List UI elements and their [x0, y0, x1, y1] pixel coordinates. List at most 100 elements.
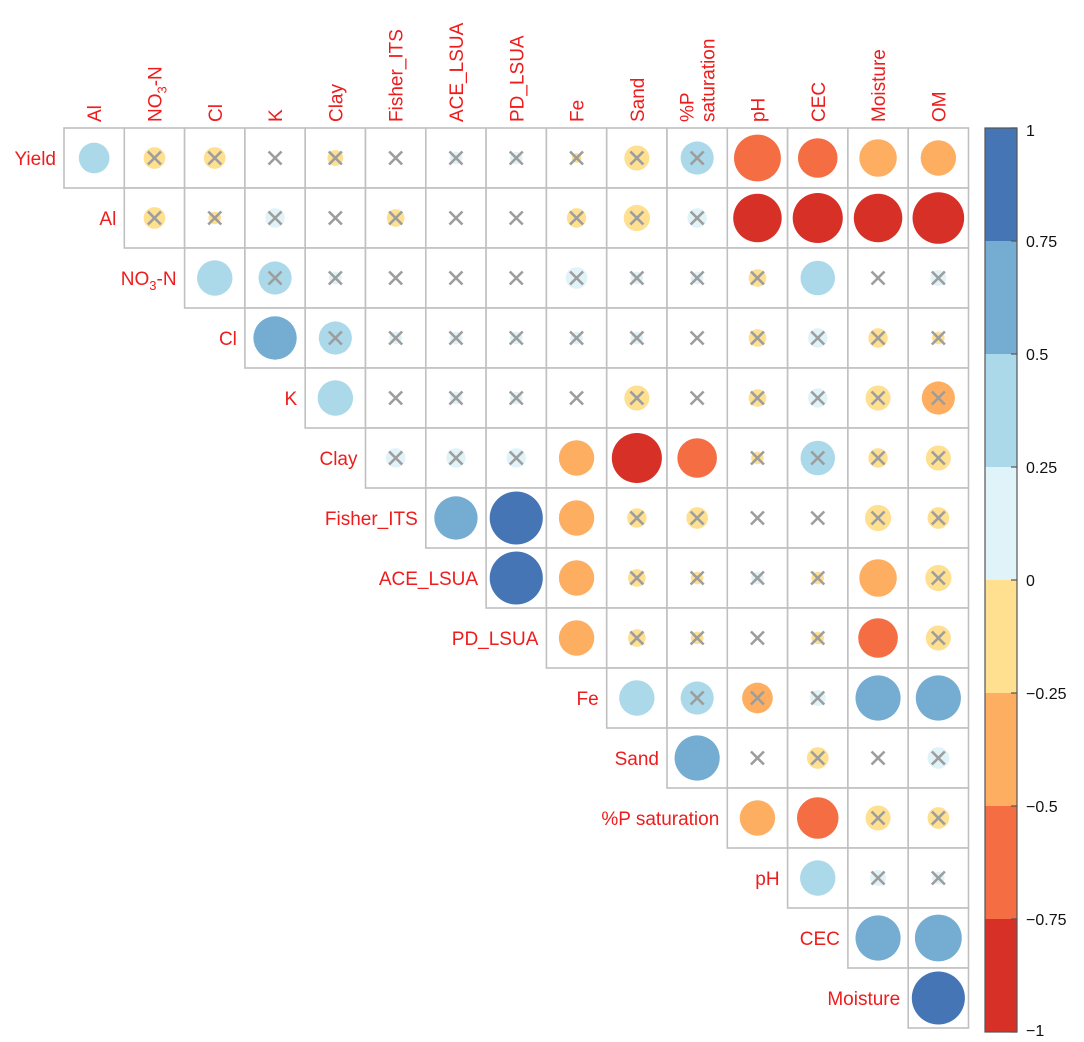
cell-pd-lsua-fe	[545, 607, 608, 669]
cell-no-n-cec	[786, 247, 849, 309]
insignificant-cross-icon	[930, 750, 946, 766]
cell-moisture-om	[907, 967, 970, 1029]
cell-no-n-pd-lsua	[485, 247, 548, 309]
cell-fisher-its-ph	[726, 487, 789, 549]
insignificant-cross-icon	[448, 330, 464, 346]
insignificant-cross-icon	[508, 270, 524, 286]
cell-ph-om	[907, 847, 970, 909]
cell-yield-al	[63, 127, 126, 189]
cell-k-cec	[786, 367, 849, 429]
column-label-cec: CEC	[809, 82, 830, 122]
column-label-sand: Sand	[628, 78, 649, 122]
insignificant-cross-icon	[327, 270, 343, 286]
cell-border	[183, 187, 246, 249]
column-label-pct-p-saturation-line-2: saturation	[699, 39, 720, 122]
cells-layer	[63, 127, 970, 1029]
cell-k-sand	[605, 367, 668, 429]
insignificant-cross-icon	[689, 630, 705, 646]
correlation-circle	[78, 142, 110, 174]
insignificant-cross-icon	[569, 330, 584, 346]
insignificant-cross-icon	[508, 210, 524, 226]
insignificant-cross-icon	[388, 330, 404, 346]
cell-al-om	[907, 187, 970, 249]
cell-clay-fisher-its	[364, 427, 427, 489]
column-label-pd-lsua: PD_LSUA	[507, 35, 528, 122]
column-labels: Al NO3-N Cl K Clay Fisher_ITS ACE_LSUA PD_LSUA F…	[85, 22, 950, 122]
cell-clay-ace-lsua	[424, 427, 487, 489]
correlation-circle	[911, 971, 965, 1025]
correlation-circle	[489, 551, 543, 605]
cell-fisher-its-fe	[545, 487, 608, 549]
insignificant-cross-icon	[750, 390, 765, 406]
colorbar-segment-3	[985, 354, 1017, 468]
cell-k-fisher-its	[364, 367, 427, 429]
colorbar: 1 0.75 0.5 0.25 0 −0.25 −0.5 −0.75 −1	[984, 123, 1067, 1040]
insignificant-cross-icon	[629, 150, 645, 166]
correlation-circle	[912, 192, 965, 244]
correlation-circle	[558, 500, 595, 536]
correlation-circle	[489, 491, 543, 545]
insignificant-cross-icon	[870, 750, 886, 766]
correlation-circle	[434, 496, 478, 540]
cell-fisher-its-om	[907, 487, 970, 549]
insignificant-cross-icon	[930, 510, 946, 526]
cell-fisher-its-pd-lsua	[485, 487, 548, 549]
cell-pd-lsua-sand	[605, 607, 668, 669]
insignificant-cross-icon	[810, 450, 826, 466]
cell-cec-om	[907, 907, 970, 969]
colorbar-tick-label: 1	[1026, 123, 1035, 140]
cell-pd-lsua-pct-p-saturation	[666, 607, 729, 669]
correlation-circle	[197, 260, 233, 296]
insignificant-cross-icon	[689, 330, 705, 346]
colorbar-segment-6	[985, 693, 1017, 807]
cell-al-fe	[545, 187, 608, 249]
insignificant-cross-icon	[930, 450, 946, 466]
insignificant-cross-icon	[930, 810, 946, 826]
row-label-clay: Clay	[319, 449, 358, 470]
column-label-fisher-its: Fisher_ITS	[387, 29, 408, 122]
cell-al-pct-p-saturation	[666, 187, 729, 249]
cell-no-n-ace-lsua	[424, 247, 487, 309]
insignificant-cross-icon	[870, 390, 886, 406]
insignificant-cross-icon	[388, 390, 404, 406]
row-label-pct-p-saturation: %P saturation	[601, 809, 719, 830]
cell-al-clay	[304, 187, 367, 249]
insignificant-cross-icon	[689, 570, 705, 586]
colorbar-segment-7	[985, 806, 1017, 920]
correlation-circle	[914, 914, 962, 962]
cell-ace-lsua-moisture	[847, 547, 910, 609]
cell-al-no3-n	[123, 187, 186, 249]
column-label-pct-p-saturation-line-1: %P	[678, 92, 699, 122]
cell-clay-pct-p-saturation	[666, 427, 729, 489]
insignificant-cross-icon	[689, 270, 705, 286]
column-label-ph: pH	[748, 98, 769, 122]
cell-yield-no3-n	[123, 127, 186, 189]
colorbar-tick-label: −0.25	[1026, 686, 1067, 703]
cell-no-n-k	[244, 247, 306, 309]
correlation-circle	[859, 559, 897, 597]
insignificant-cross-icon	[930, 570, 946, 586]
cell-clay-cec	[786, 427, 849, 489]
insignificant-cross-icon	[448, 210, 464, 226]
cell-ace-lsua-pct-p-saturation	[666, 547, 729, 609]
insignificant-cross-icon	[689, 390, 705, 406]
insignificant-cross-icon	[267, 210, 283, 226]
cell-no-n-om	[907, 247, 970, 309]
insignificant-cross-icon	[448, 390, 464, 406]
insignificant-cross-icon	[750, 450, 765, 466]
insignificant-cross-icon	[750, 570, 765, 586]
row-label-al: Al	[99, 209, 116, 230]
colorbar-tick-label: 0.75	[1026, 234, 1057, 251]
insignificant-cross-icon	[810, 690, 826, 706]
cell-al-ph	[726, 187, 789, 249]
cell-pd-lsua-moisture	[847, 607, 910, 669]
cell-border	[907, 787, 970, 849]
cell-no-n-moisture	[847, 247, 910, 309]
row-label-yield: Yield	[14, 149, 56, 170]
cell-k-ace-lsua	[424, 367, 487, 429]
cell-pct-p-saturation-om	[907, 787, 970, 849]
cell-al-moisture	[847, 187, 910, 249]
cell-fisher-its-moisture	[847, 487, 910, 549]
insignificant-cross-icon	[810, 510, 826, 526]
correlation-circle	[558, 440, 595, 476]
